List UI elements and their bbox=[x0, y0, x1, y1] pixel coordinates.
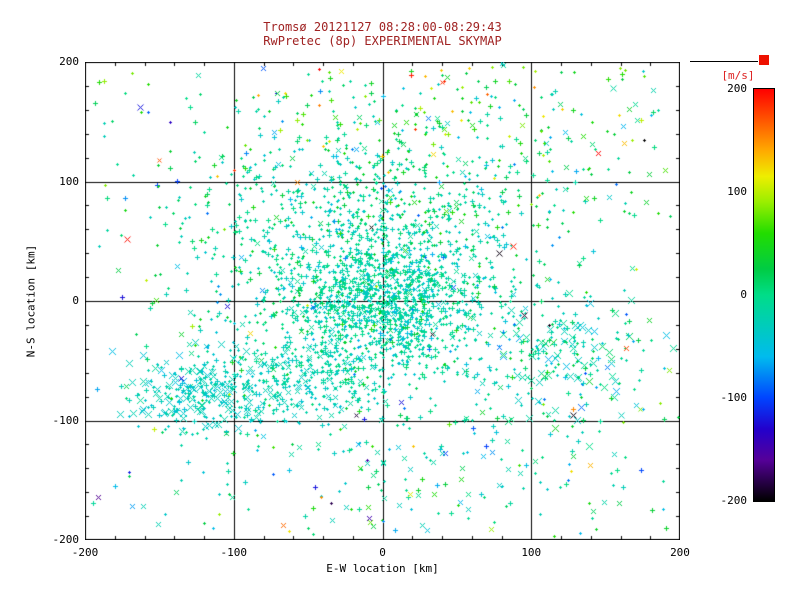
colorbar-tick-label: 200 bbox=[727, 82, 747, 95]
colorbar-unit-label: [m/s] bbox=[721, 69, 755, 82]
colorbar bbox=[753, 88, 775, 502]
plot-subtitle: RwPretec (8p) EXPERIMENTAL SKYMAP bbox=[263, 34, 502, 48]
y-tick-label: -100 bbox=[52, 413, 80, 427]
x-axis-label: E-W location [km] bbox=[326, 562, 439, 575]
plot-title: Tromsø 20121127 08:28:00-08:29:43 bbox=[263, 20, 502, 34]
x-tick-label: 0 bbox=[379, 546, 386, 559]
colorbar-tick-label: -100 bbox=[720, 391, 748, 404]
skymap-scatter-canvas bbox=[85, 62, 680, 540]
y-tick-label: 200 bbox=[59, 55, 79, 68]
colorbar-tick-label: 0 bbox=[740, 288, 747, 301]
y-tick-label: 0 bbox=[72, 294, 79, 307]
x-tick-label: -100 bbox=[220, 546, 248, 559]
x-tick-label: 200 bbox=[670, 546, 690, 559]
y-axis-label: N-S location [km] bbox=[24, 244, 38, 358]
x-tick-label: 100 bbox=[521, 546, 542, 559]
colorbar-tick-label: 100 bbox=[727, 185, 747, 198]
x-tick-label: -200 bbox=[71, 546, 99, 559]
colorbar-tick-label: -200 bbox=[720, 494, 748, 507]
y-tick-label: 100 bbox=[59, 174, 79, 188]
top-right-line bbox=[690, 61, 758, 62]
y-tick-label: -200 bbox=[52, 533, 80, 546]
red-square-marker bbox=[759, 55, 769, 65]
